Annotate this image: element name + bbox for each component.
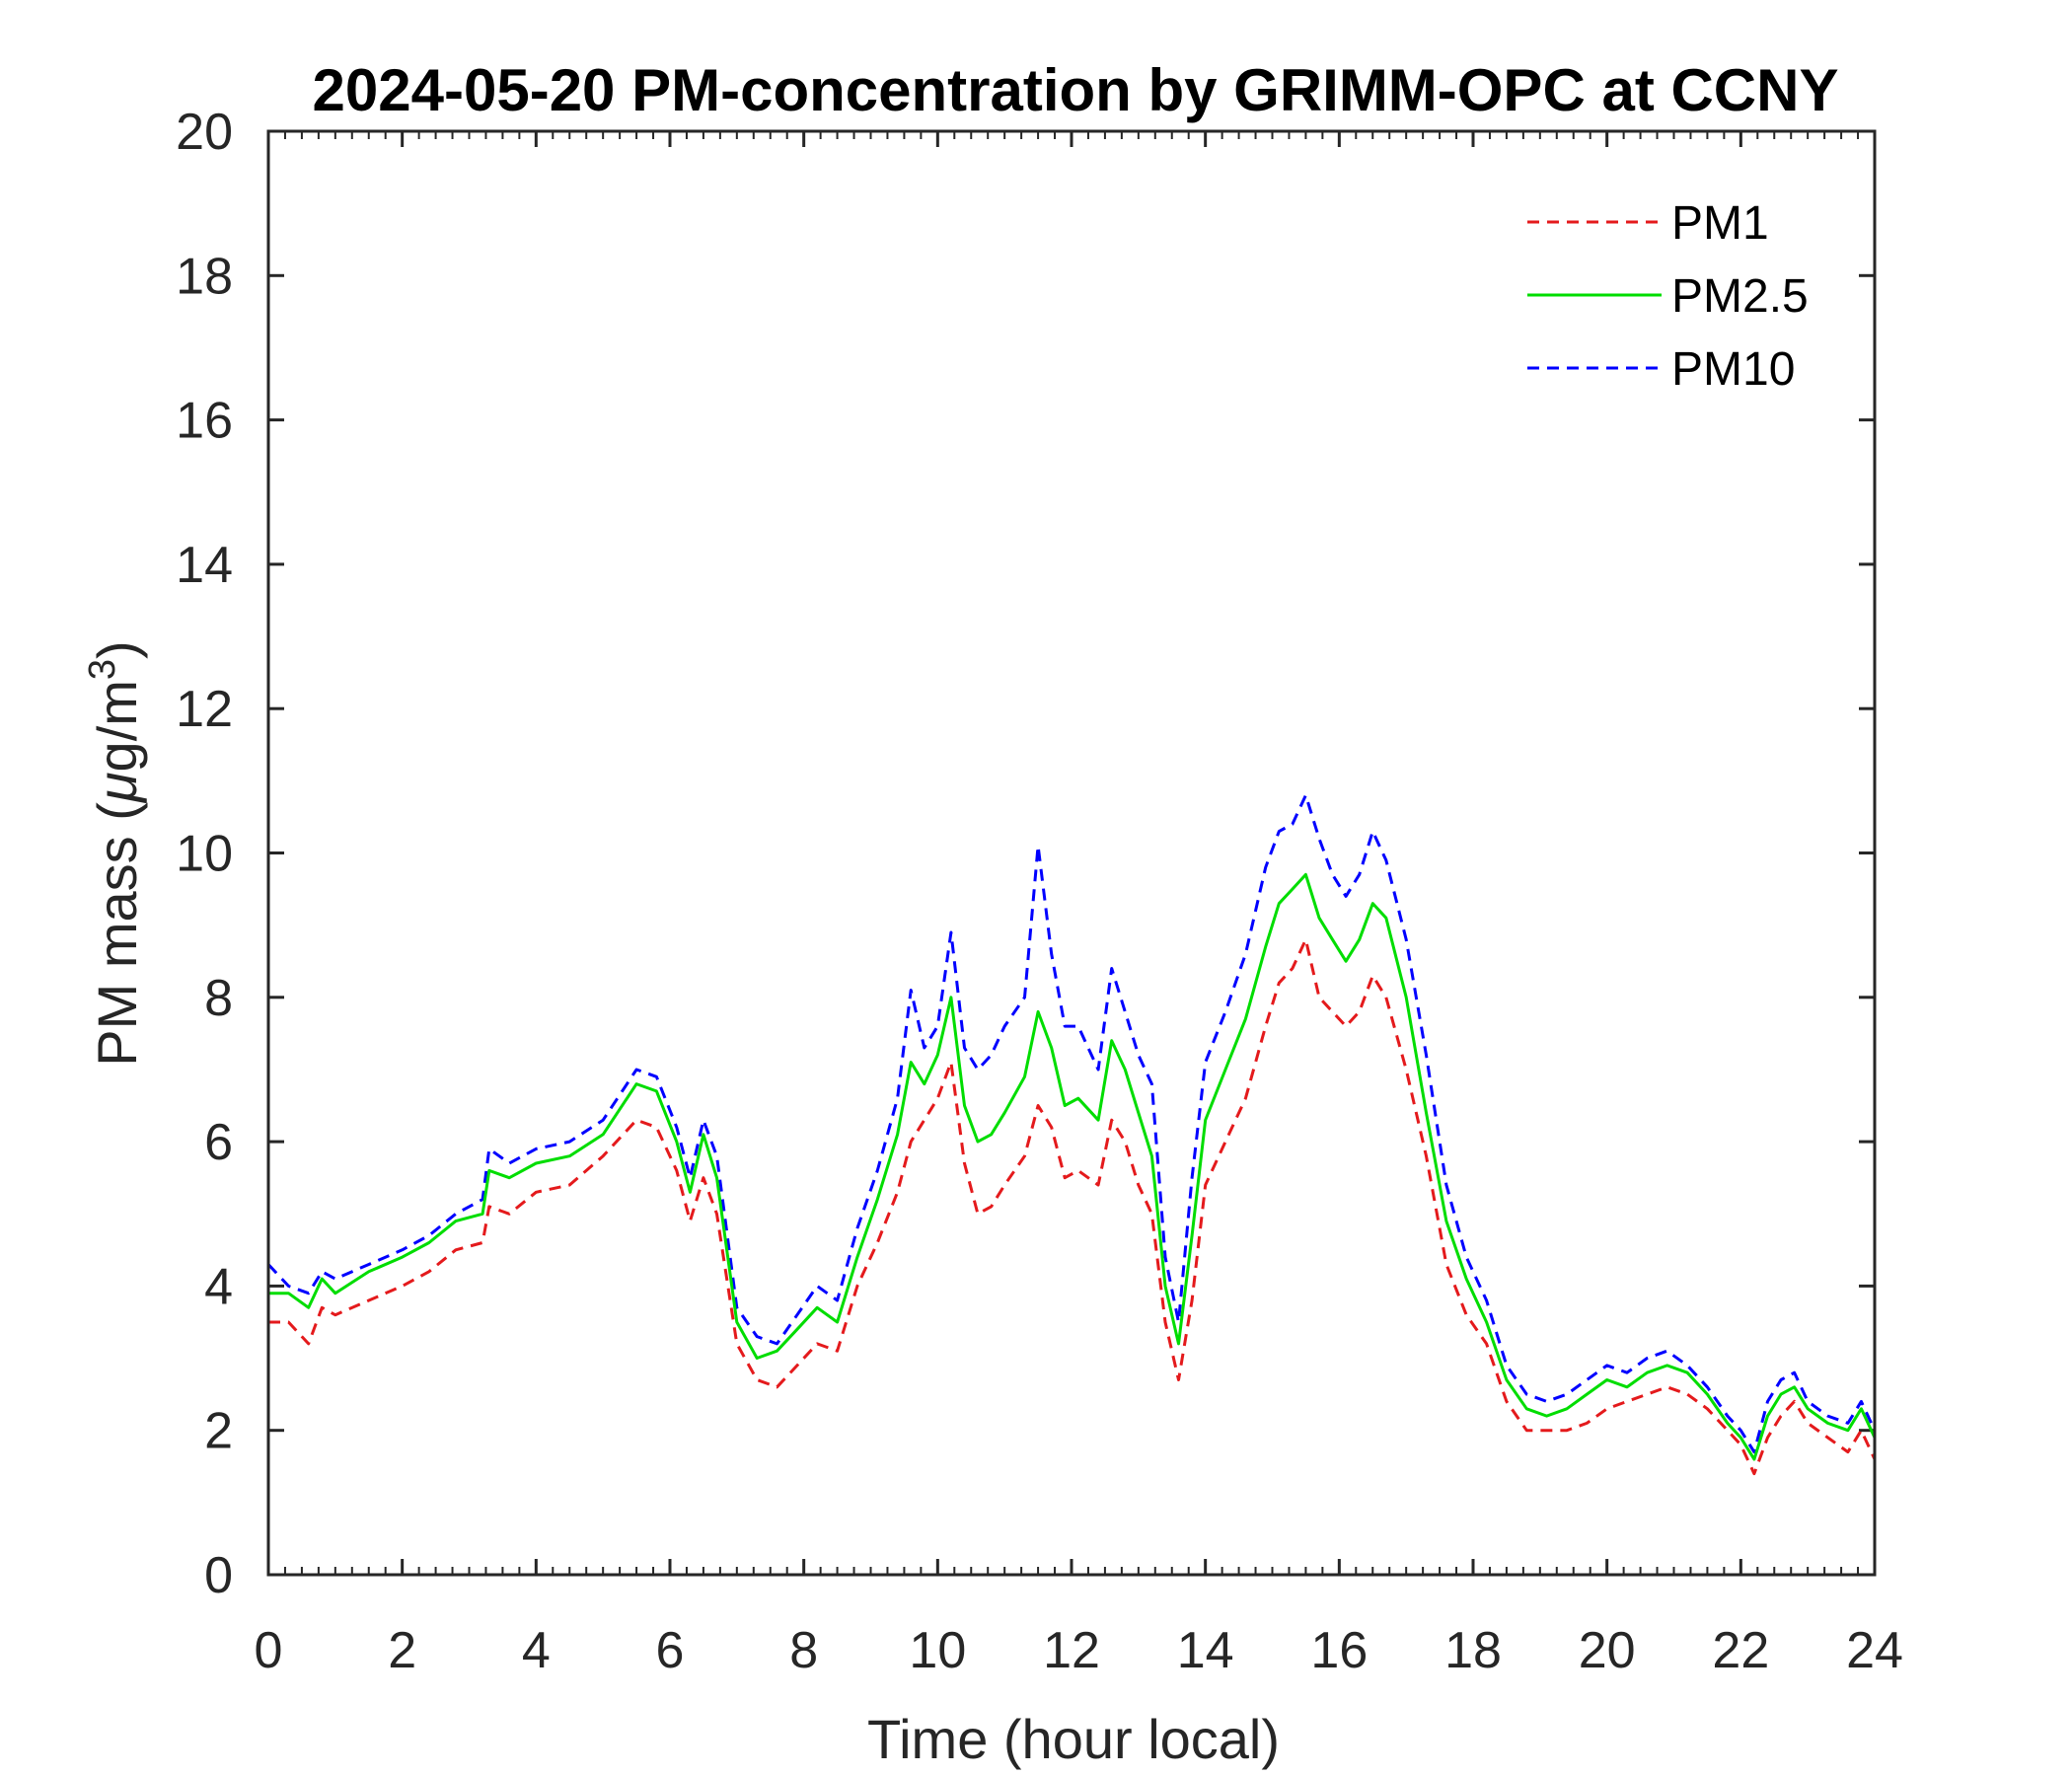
x-tick-labels: 0 2 4 6 8 10 12 14 16 18 20 22 24 xyxy=(255,1622,1903,1679)
series-layer xyxy=(266,793,1877,1476)
legend-label: PM10 xyxy=(1671,343,1795,396)
x-tick-label: 10 xyxy=(909,1622,966,1679)
x-tick-label: 22 xyxy=(1712,1622,1769,1679)
y-tick-label: 2 xyxy=(204,1403,233,1460)
series-line-pm1 xyxy=(268,937,1877,1476)
x-tick-label: 2 xyxy=(388,1622,416,1679)
legend-label: PM1 xyxy=(1671,197,1769,250)
x-tick-label: 0 xyxy=(255,1622,283,1679)
x-tick-label: 18 xyxy=(1444,1622,1502,1679)
y-axis-label-unit: g/m xyxy=(86,680,148,772)
x-tick-label: 6 xyxy=(656,1622,685,1679)
y-axis-label-sup: 3 xyxy=(82,659,123,680)
x-tick-label: 12 xyxy=(1043,1622,1100,1679)
x-tick-label: 4 xyxy=(522,1622,551,1679)
chart-title: 2024-05-20 PM-concentration by GRIMM-OPC… xyxy=(313,57,1839,123)
y-axis-label: PM mass (μg/m3) xyxy=(82,640,148,1066)
x-tick-label: 14 xyxy=(1177,1622,1234,1679)
series-line-pm10 xyxy=(266,793,1877,1454)
x-tick-label: 24 xyxy=(1846,1622,1903,1679)
y-axis-label-prefix: PM mass ( xyxy=(86,802,148,1067)
y-tick-labels: 0 2 4 6 8 10 12 14 16 18 20 xyxy=(176,104,233,1604)
y-tick-label: 12 xyxy=(176,681,233,738)
legend-label: PM2.5 xyxy=(1671,270,1809,323)
y-axis-label-mu: μ xyxy=(86,772,148,804)
x-tick-label: 16 xyxy=(1310,1622,1368,1679)
y-tick-label: 20 xyxy=(176,104,233,161)
y-tick-label: 18 xyxy=(176,248,233,305)
y-tick-label: 0 xyxy=(204,1547,233,1604)
y-axis-label-suffix: ) xyxy=(86,640,148,659)
y-tick-label: 8 xyxy=(204,970,233,1027)
y-tick-label: 6 xyxy=(204,1114,233,1171)
y-tick-label: 4 xyxy=(204,1258,233,1315)
x-axis-label: Time (hour local) xyxy=(867,1708,1280,1770)
series-line-pm2-5 xyxy=(268,872,1877,1461)
y-tick-label: 10 xyxy=(176,826,233,883)
x-tick-label: 8 xyxy=(789,1622,818,1679)
y-tick-label: 16 xyxy=(176,393,233,450)
plot-frame xyxy=(266,129,1877,1577)
x-tick-label: 20 xyxy=(1579,1622,1636,1679)
y-tick-label: 14 xyxy=(176,537,233,594)
legend: PM1 PM2.5 PM10 xyxy=(1527,197,1809,396)
axis-ticks xyxy=(266,129,1877,1577)
